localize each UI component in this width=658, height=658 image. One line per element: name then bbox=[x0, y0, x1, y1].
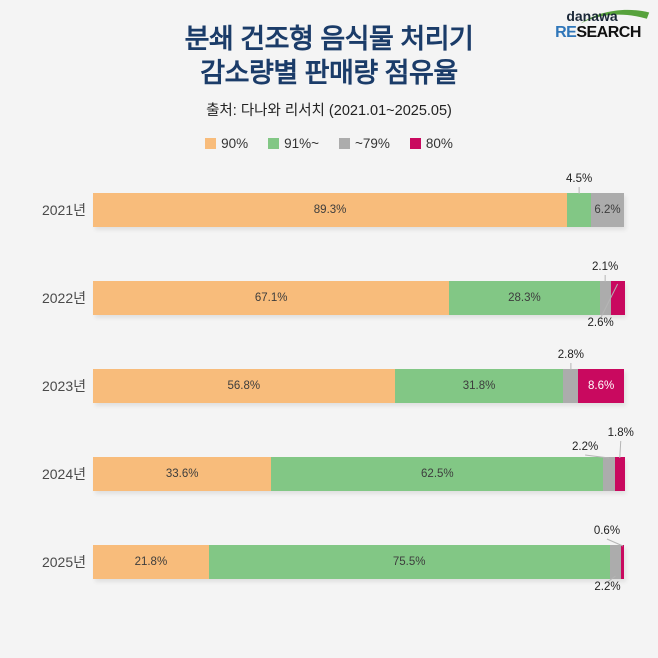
segment-value-label: 67.1% bbox=[254, 292, 288, 304]
bar-segment-91%~: 62.5% bbox=[271, 457, 604, 491]
chart-title-line2: 감소량별 판매량 점유율 bbox=[200, 58, 458, 88]
bar-segment-91%~: 31.8% bbox=[394, 369, 564, 403]
bar-segment-~79% bbox=[563, 369, 579, 403]
bar-segment-90%: 89.3% bbox=[93, 193, 568, 227]
callout-value-label: 2.2% bbox=[572, 441, 599, 453]
bar-segment-80% bbox=[621, 545, 625, 579]
logo-research-text: RESEARCH bbox=[548, 24, 648, 42]
segment-value-label: 33.6% bbox=[165, 468, 199, 480]
bar-segment-~79% bbox=[603, 457, 615, 491]
bar-row-2021: 2021년 89.3% 6.2% 4.5% bbox=[0, 167, 658, 255]
callout-value-label: 2.8% bbox=[557, 349, 584, 361]
callout-value-label: 2.2% bbox=[594, 581, 621, 593]
bar-segment-91%~: 75.5% bbox=[208, 545, 610, 579]
legend-swatch-icon bbox=[205, 138, 217, 149]
segment-value-label: 31.8% bbox=[462, 380, 496, 392]
segment-value-label: 8.6% bbox=[588, 380, 615, 392]
segment-value-label: 62.5% bbox=[421, 468, 454, 480]
bar-segment-90%: 67.1% bbox=[93, 281, 450, 315]
legend-item-1: 91%~ bbox=[268, 136, 319, 151]
year-label: 2023년 bbox=[41, 378, 86, 394]
segment-value-label: 28.3% bbox=[508, 292, 541, 304]
bar-segment-80% bbox=[610, 281, 625, 315]
legend-swatch-icon bbox=[339, 138, 350, 149]
bar-segment-90%: 21.8% bbox=[93, 545, 209, 579]
logo-brand-text: danawa bbox=[566, 8, 618, 24]
stacked-bar: 56.8% 31.8% 8.6% bbox=[93, 369, 624, 403]
chart-title: 분쇄 건조형 음식물 처리기 감소량별 판매량 점유율 bbox=[0, 0, 658, 90]
segment-value-label: 21.8% bbox=[134, 556, 168, 568]
legend-swatch-icon bbox=[268, 138, 280, 149]
year-label: 2022년 bbox=[41, 290, 86, 306]
legend-label: 90% bbox=[221, 136, 249, 151]
legend-label: 80% bbox=[425, 136, 453, 151]
bar-segment-~79%: 6.2% bbox=[591, 193, 624, 227]
bar-segment-~79% bbox=[609, 545, 622, 579]
segment-value-label: 89.3% bbox=[313, 204, 347, 216]
callout-value-label: 4.5% bbox=[566, 173, 593, 185]
year-label: 2021년 bbox=[41, 202, 86, 218]
bar-segment-80%: 8.6% bbox=[578, 369, 624, 403]
year-label: 2024년 bbox=[41, 466, 86, 482]
chart-title-line1: 분쇄 건조형 음식물 처리기 bbox=[184, 24, 474, 54]
bar-segment-~79% bbox=[599, 281, 611, 315]
year-label: 2025년 bbox=[41, 554, 86, 570]
segment-value-label: 75.5% bbox=[392, 556, 426, 568]
segment-value-label: 6.2% bbox=[594, 204, 621, 216]
bar-segment-91%~ bbox=[567, 193, 592, 227]
bar-row-2024: 2024년 33.6% 62.5% 2.2% 1.8% bbox=[0, 427, 658, 519]
legend-item-3: 80% bbox=[409, 136, 453, 151]
chart-area: 2021년 89.3% 6.2% 4.5% 2022년 67.1% 28.3% 2.1% 2.6… bbox=[0, 167, 658, 607]
callout-value-label: 1.8% bbox=[607, 427, 634, 439]
legend-label: 91%~ bbox=[284, 136, 319, 151]
stacked-bar: 33.6% 62.5% bbox=[93, 457, 625, 491]
stacked-bar: 67.1% 28.3% bbox=[93, 281, 625, 315]
bar-segment-80% bbox=[614, 457, 625, 491]
logo-swoosh-icon bbox=[580, 9, 650, 24]
callout-value-label: 2.1% bbox=[592, 261, 619, 273]
callout-value-label: 0.6% bbox=[593, 525, 621, 537]
legend-item-2: ~79% bbox=[339, 136, 390, 151]
stacked-bar: 89.3% 6.2% bbox=[93, 193, 624, 227]
stacked-bar: 21.8% 75.5% bbox=[93, 545, 625, 579]
bar-segment-90%: 33.6% bbox=[93, 457, 272, 491]
danawa-research-logo: danawa RESEARCH bbox=[548, 8, 650, 42]
bar-row-2025: 2025년 21.8% 75.5% 0.6% 2.2% bbox=[0, 519, 658, 607]
bar-row-2022: 2022년 67.1% 28.3% 2.1% 2.6% bbox=[0, 255, 658, 343]
legend-swatch-icon bbox=[409, 138, 421, 149]
segment-value-label: 56.8% bbox=[227, 380, 261, 392]
bar-row-2023: 2023년 56.8% 31.8% 8.6% 2.8% bbox=[0, 343, 658, 431]
legend: 90% 91%~ ~79% 80% bbox=[0, 136, 658, 151]
callout-value-label: 2.6% bbox=[587, 317, 614, 329]
legend-label: ~79% bbox=[355, 136, 390, 151]
logo-search-text: SEARCH bbox=[576, 24, 641, 42]
logo-re-text: RE bbox=[555, 24, 577, 42]
chart-source: 출처: 다나와 리서치 (2021.01~2025.05) bbox=[206, 103, 452, 119]
bar-segment-90%: 56.8% bbox=[93, 369, 395, 403]
bar-segment-91%~: 28.3% bbox=[449, 281, 600, 315]
legend-item-0: 90% bbox=[205, 136, 248, 151]
